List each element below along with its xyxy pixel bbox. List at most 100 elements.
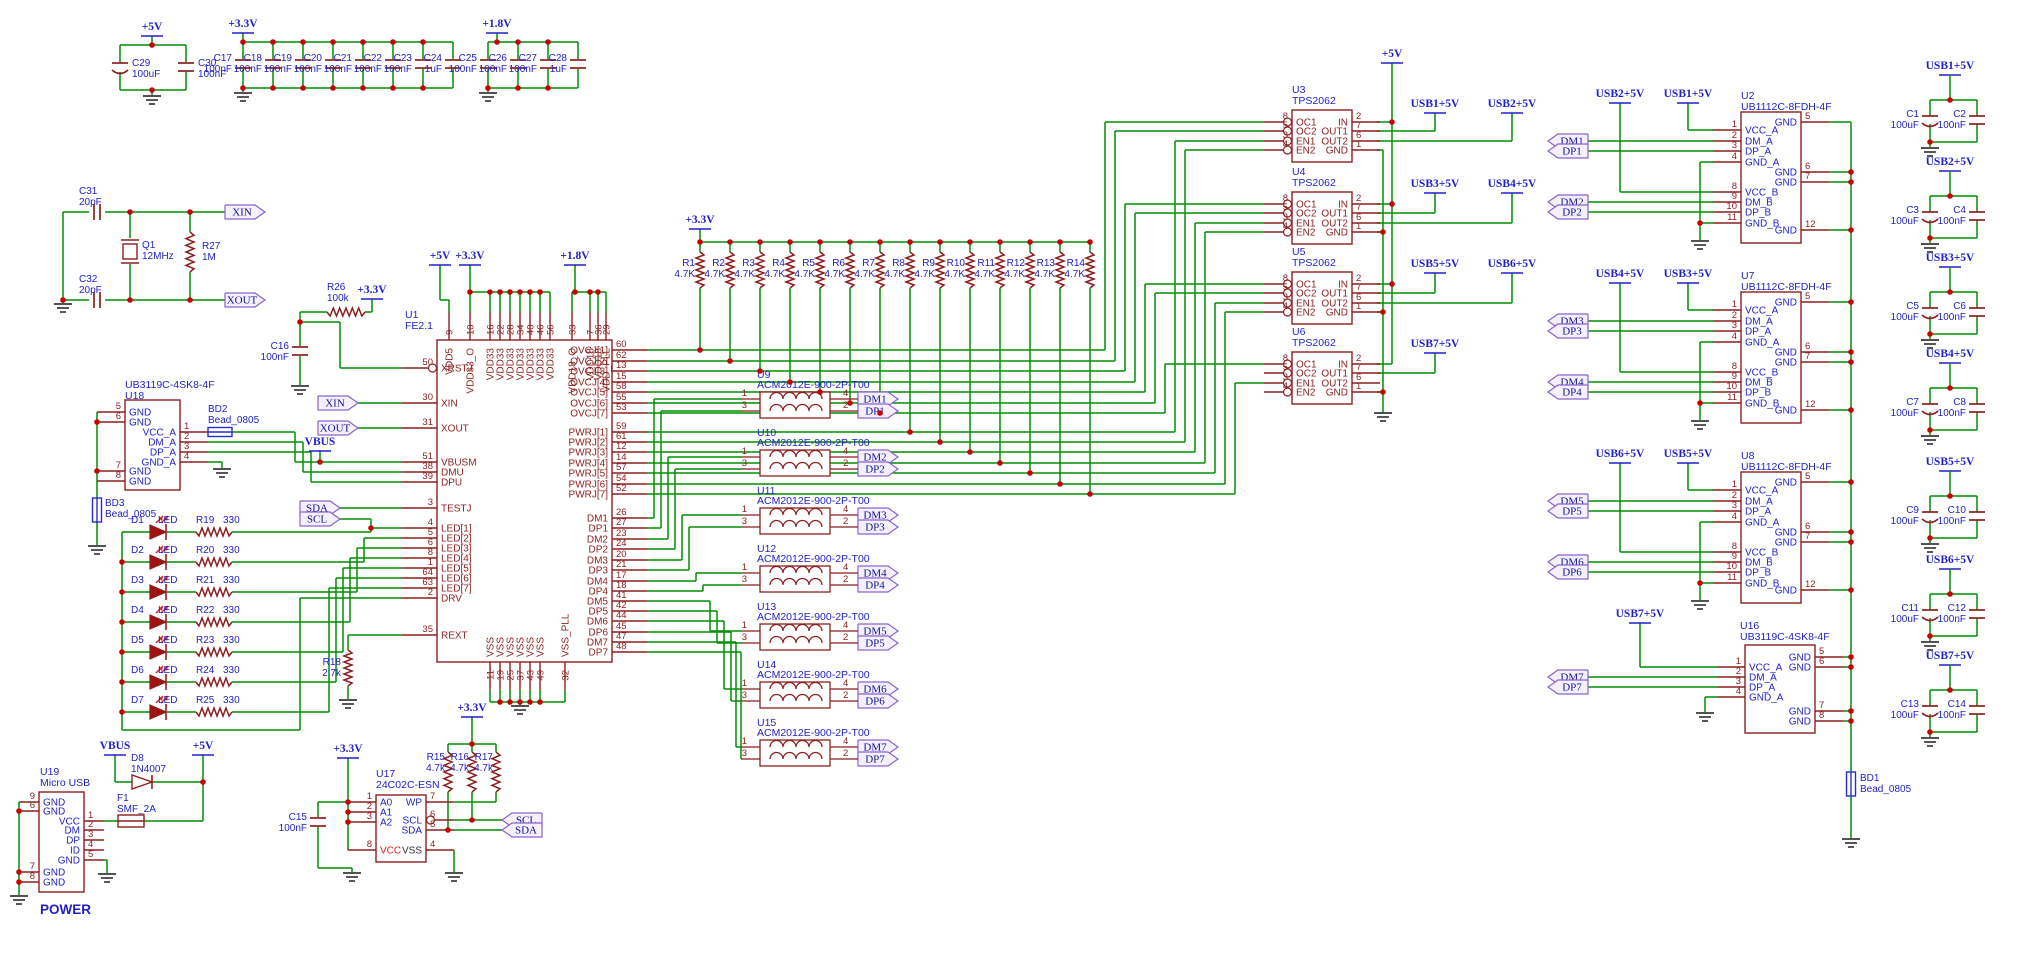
power-flag-usb4+5v[interactable]: USB4+5V bbox=[1488, 178, 1537, 194]
net-tag-dp3[interactable]: DP3 bbox=[1546, 323, 1589, 339]
led-d5[interactable]: D5 LED bbox=[131, 635, 177, 660]
power-flag-usb2+5v[interactable]: USB2+5V bbox=[1488, 98, 1537, 114]
power-flag-usb1+5v[interactable]: USB1+5V bbox=[1411, 98, 1460, 114]
led-d1[interactable]: D1 LED bbox=[131, 515, 177, 540]
power-flag-usb7+5v[interactable]: USB7+5V bbox=[1411, 338, 1460, 354]
net-tag-sda[interactable]: SDA bbox=[500, 822, 543, 838]
net-tag-dp7[interactable]: DP7 bbox=[1546, 679, 1589, 695]
net-tag-dm2[interactable]: DM2 bbox=[857, 449, 900, 465]
resistor-r7[interactable]: R74.7K bbox=[854, 251, 887, 289]
power-flag-usb2+5v[interactable]: USB2+5V bbox=[1596, 88, 1645, 104]
power-flag-+3.3v[interactable]: +3.3V bbox=[357, 284, 387, 300]
net-tag-dp7[interactable]: DP7 bbox=[857, 751, 900, 767]
power-flag-usb5+5v[interactable]: USB5+5V bbox=[1664, 448, 1713, 464]
led-d7[interactable]: D7 LED bbox=[131, 695, 177, 720]
net-tag-dm7[interactable]: DM7 bbox=[857, 739, 900, 755]
power-flag-usb3+5v[interactable]: USB3+5V bbox=[1411, 178, 1460, 194]
chip-u1[interactable]: U1FE2.150XRSTJ30XIN31XOUT51VBUSM38DMU39D… bbox=[402, 309, 647, 690]
net-tag-dp6[interactable]: DP6 bbox=[857, 693, 900, 709]
resistor-r22[interactable]: R22 330 bbox=[195, 605, 240, 629]
resistor-r25[interactable]: R25 330 bbox=[195, 695, 240, 719]
net-tag-scl[interactable]: SCL bbox=[299, 511, 342, 527]
power-flag-+5v[interactable]: +5V bbox=[141, 21, 163, 37]
power-flag-usb5+5v[interactable]: USB5+5V bbox=[1411, 258, 1460, 274]
power-flag-usb6+5v[interactable]: USB6+5V bbox=[1488, 258, 1537, 274]
led-d6[interactable]: D6 LED bbox=[131, 665, 177, 690]
net-tag-dp6[interactable]: DP6 bbox=[1546, 564, 1589, 580]
net-tag-dp2[interactable]: DP2 bbox=[857, 461, 900, 477]
resistor-r19[interactable]: R19 330 bbox=[195, 515, 240, 539]
net-tag-dm5[interactable]: DM5 bbox=[857, 623, 900, 639]
net-tag-dp2[interactable]: DP2 bbox=[1546, 204, 1589, 220]
resistor-r5[interactable]: R54.7K bbox=[794, 251, 827, 289]
led-d4[interactable]: D4 LED bbox=[131, 605, 177, 630]
power-flag-usb1+5v[interactable]: USB1+5V bbox=[1664, 88, 1713, 104]
power-flag-+5v[interactable]: +5V bbox=[192, 740, 214, 756]
power-flag-+3.3v[interactable]: +3.3V bbox=[457, 702, 487, 718]
power-flag-+3.3v[interactable]: +3.3V bbox=[455, 250, 485, 266]
power-flag-usb7+5v[interactable]: USB7+5V bbox=[1616, 608, 1665, 624]
resistor-r1[interactable]: R14.7K bbox=[674, 251, 707, 289]
net-tag-dp5[interactable]: DP5 bbox=[1546, 503, 1589, 519]
power-flag-+1.8v[interactable]: +1.8V bbox=[482, 18, 512, 34]
net-tag-dp3[interactable]: DP3 bbox=[857, 519, 900, 535]
resistor-r23[interactable]: R23 330 bbox=[195, 635, 240, 659]
power-flag-vbus[interactable]: VBUS bbox=[100, 740, 131, 756]
resistor-r20[interactable]: R20 330 bbox=[195, 545, 240, 569]
net-tag-xin[interactable]: XIN bbox=[317, 395, 360, 411]
net-tag-dp1[interactable]: DP1 bbox=[857, 403, 900, 419]
led-d2[interactable]: D2 LED bbox=[131, 545, 177, 570]
resistor-r3[interactable]: R34.7K bbox=[734, 251, 767, 289]
resistor-r6[interactable]: R64.7K bbox=[824, 251, 857, 289]
net-tag-dp5[interactable]: DP5 bbox=[857, 635, 900, 651]
net-tag-dm3[interactable]: DM3 bbox=[857, 507, 900, 523]
net-tag-dp1[interactable]: DP1 bbox=[1546, 143, 1589, 159]
power-flag-usb6+5v[interactable]: USB6+5V bbox=[1596, 448, 1645, 464]
resistor-r9[interactable]: R94.7K bbox=[914, 251, 947, 289]
